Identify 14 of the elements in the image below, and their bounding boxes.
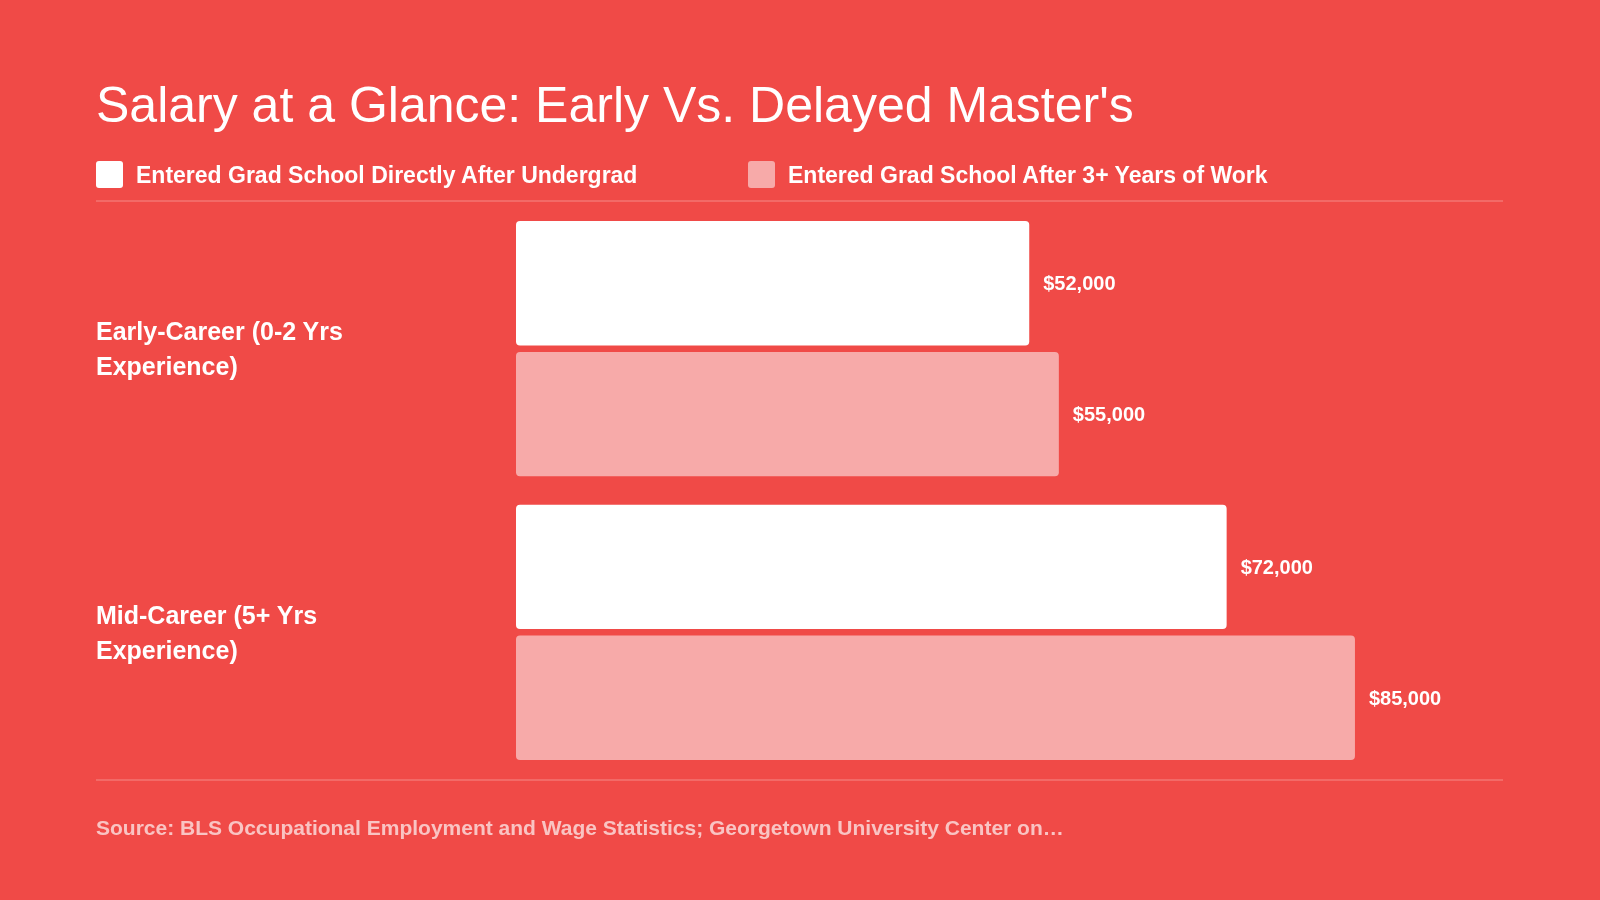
chart-title: Salary at a Glance: Early Vs. Delayed Master's [96,77,1134,133]
legend-label: Entered Grad School After 3+ Years of Work [788,161,1268,188]
data-label: $55,000 [1072,403,1146,426]
source-note: Source: BLS Occupational Employment and Wage Statistics; Georgetown University Center on… [96,816,1064,840]
y-tick-label: Mid-Career (5+ Yrs Experience) [96,601,318,665]
data-label: $85,000 [1368,686,1442,709]
data-label: $52,000 [1043,272,1116,295]
y-tick-label: Early-Career (0-2 Yrs Experience) [96,317,343,381]
bar [516,504,1227,630]
bar [516,221,1030,346]
bar [516,351,1059,477]
data-label: $72,000 [1240,555,1313,578]
legend-label: Entered Grad School Directly After Undergrad [136,161,638,188]
bar [516,635,1355,760]
